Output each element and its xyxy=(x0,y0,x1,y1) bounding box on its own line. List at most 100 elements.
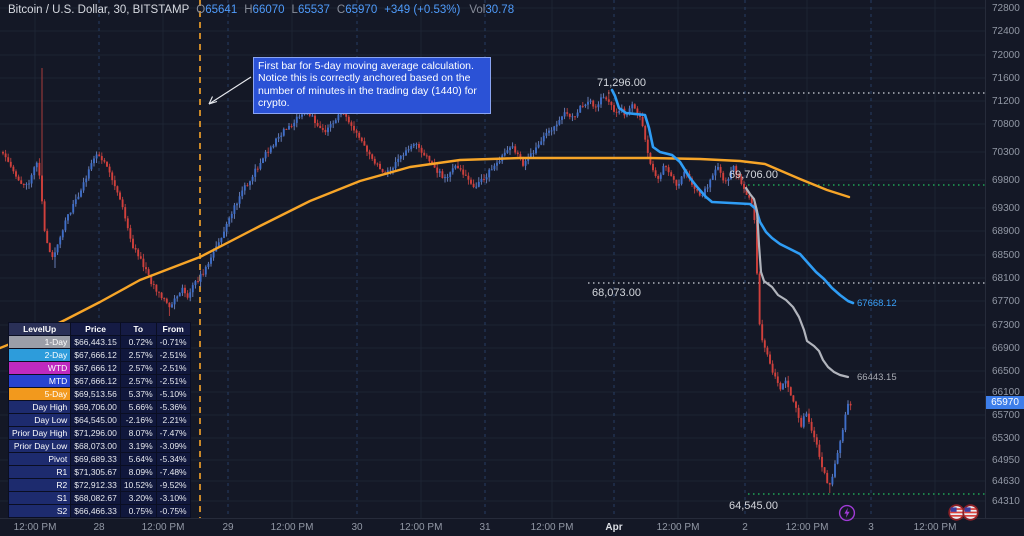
table-cell: 0.72% xyxy=(119,335,157,349)
candle-body xyxy=(719,167,722,173)
candle-body xyxy=(667,167,670,173)
candle-body xyxy=(613,105,615,112)
candle-body xyxy=(636,108,639,115)
table-row: Prior Day High $71,296.00 8.07% -7.47% xyxy=(7,426,191,440)
candle-body xyxy=(483,178,485,180)
high-value: 66070 xyxy=(252,4,285,16)
candle-body xyxy=(389,169,392,171)
candle-body xyxy=(360,137,363,142)
table-cell: -2.51% xyxy=(155,361,191,375)
table-cell: 8.09% xyxy=(119,465,157,479)
candle-body xyxy=(464,174,467,176)
symbol-title[interactable]: Bitcoin / U.S. Dollar, 30, BITSTAMP xyxy=(8,4,190,16)
table-cell: -2.16% xyxy=(119,413,157,427)
table-cell: 5.64% xyxy=(119,452,157,466)
candle-body xyxy=(163,298,166,299)
candle-body xyxy=(600,97,602,105)
chart-pane[interactable]: 67668.12 66443.15 71,296.00 69,706.00 68,073… xyxy=(0,0,985,522)
candle-body xyxy=(769,354,771,364)
candle-body xyxy=(121,199,124,208)
candle-body xyxy=(737,174,740,177)
candle-body xyxy=(678,183,680,186)
price-axis[interactable]: 65970 72800 72400 72000 71600 71200 70800 7030… xyxy=(985,0,1024,518)
us-flag-icon xyxy=(948,504,965,521)
table-cell: S1 xyxy=(7,491,72,505)
candle-body xyxy=(454,165,457,169)
candle-body xyxy=(748,194,751,198)
candle-body xyxy=(516,152,519,155)
candle-body xyxy=(282,129,285,136)
table-cell: $72,912.33 xyxy=(70,478,121,492)
time-tick: 2 xyxy=(742,522,748,533)
table-cell: 2-Day xyxy=(7,348,72,362)
symbol-info-bar: Bitcoin / U.S. Dollar, 30, BITSTAMP O6564… xyxy=(8,4,514,18)
candle-body xyxy=(503,152,506,156)
candle-body xyxy=(204,266,207,275)
candle-body xyxy=(810,421,813,431)
candle-body xyxy=(420,147,423,153)
candle-body xyxy=(555,124,558,127)
table-cell: MTD xyxy=(7,374,72,388)
time-tick: Apr xyxy=(605,522,623,533)
candle-body xyxy=(197,281,199,283)
candle-body xyxy=(272,145,275,148)
price-level-label: 69,706.00 xyxy=(729,169,778,181)
candle-body xyxy=(711,175,714,180)
candle-body xyxy=(184,287,186,294)
candle-body xyxy=(779,382,782,390)
candle-body xyxy=(631,104,634,109)
candle-body xyxy=(802,416,805,427)
candle-body xyxy=(139,256,142,259)
candle-body xyxy=(722,172,725,181)
candle-body xyxy=(506,150,509,153)
lightning-event-icon[interactable] xyxy=(838,504,856,527)
candle-body xyxy=(186,293,189,298)
candle-body xyxy=(740,176,743,184)
candle-body xyxy=(381,169,384,173)
table-cell: -2.51% xyxy=(155,348,191,362)
candle-body xyxy=(576,112,579,117)
candle-body xyxy=(412,144,415,147)
5-day-ma-line[interactable] xyxy=(0,156,851,350)
candle-body xyxy=(558,119,561,125)
candle-body xyxy=(485,177,488,180)
table-cell: -3.10% xyxy=(155,491,191,505)
candle-body xyxy=(597,104,600,108)
candle-body xyxy=(524,160,527,166)
low-label: L xyxy=(291,4,298,16)
table-cell: R1 xyxy=(7,465,72,479)
candle-body xyxy=(605,97,608,100)
table-cell: -5.36% xyxy=(155,400,191,414)
table-cell: $69,689.33 xyxy=(70,452,121,466)
candle-body xyxy=(584,104,587,107)
candle-body xyxy=(568,113,571,117)
candle-body xyxy=(657,175,660,179)
table-row: WTD $67,666.12 2.57% -2.51% xyxy=(7,361,191,375)
us-flag-events-icon[interactable] xyxy=(948,504,979,526)
table-cell: -7.48% xyxy=(155,465,191,479)
annotation-note[interactable]: First bar for 5-day moving average calcu… xyxy=(253,57,491,114)
candle-body xyxy=(706,187,709,189)
table-cell: 1-Day xyxy=(7,335,72,349)
candle-body xyxy=(758,273,761,325)
price-tick: 71200 xyxy=(992,96,1020,107)
candle-body xyxy=(30,175,33,184)
candle-body xyxy=(654,170,657,176)
candle-body xyxy=(776,376,779,383)
candle-body xyxy=(236,203,238,206)
2-day-ma-line[interactable] xyxy=(610,88,855,305)
candle-body xyxy=(285,129,288,130)
candle-body xyxy=(496,162,498,166)
candle-body xyxy=(709,179,712,188)
1-day-ma-line[interactable] xyxy=(744,186,850,379)
table-cell: 0.75% xyxy=(119,504,157,518)
table-cell: $71,296.00 xyxy=(70,426,121,440)
candle-body xyxy=(87,169,90,179)
price-tick: 71600 xyxy=(992,73,1020,84)
time-axis[interactable]: 12:00 PM 28 12:00 PM 29 12:00 PM 30 12:00 PM 31… xyxy=(0,518,1024,536)
candle-body xyxy=(394,161,397,169)
candle-body xyxy=(82,182,85,191)
candle-body xyxy=(574,116,576,118)
candle-body xyxy=(41,175,43,202)
candle-body xyxy=(147,269,150,276)
